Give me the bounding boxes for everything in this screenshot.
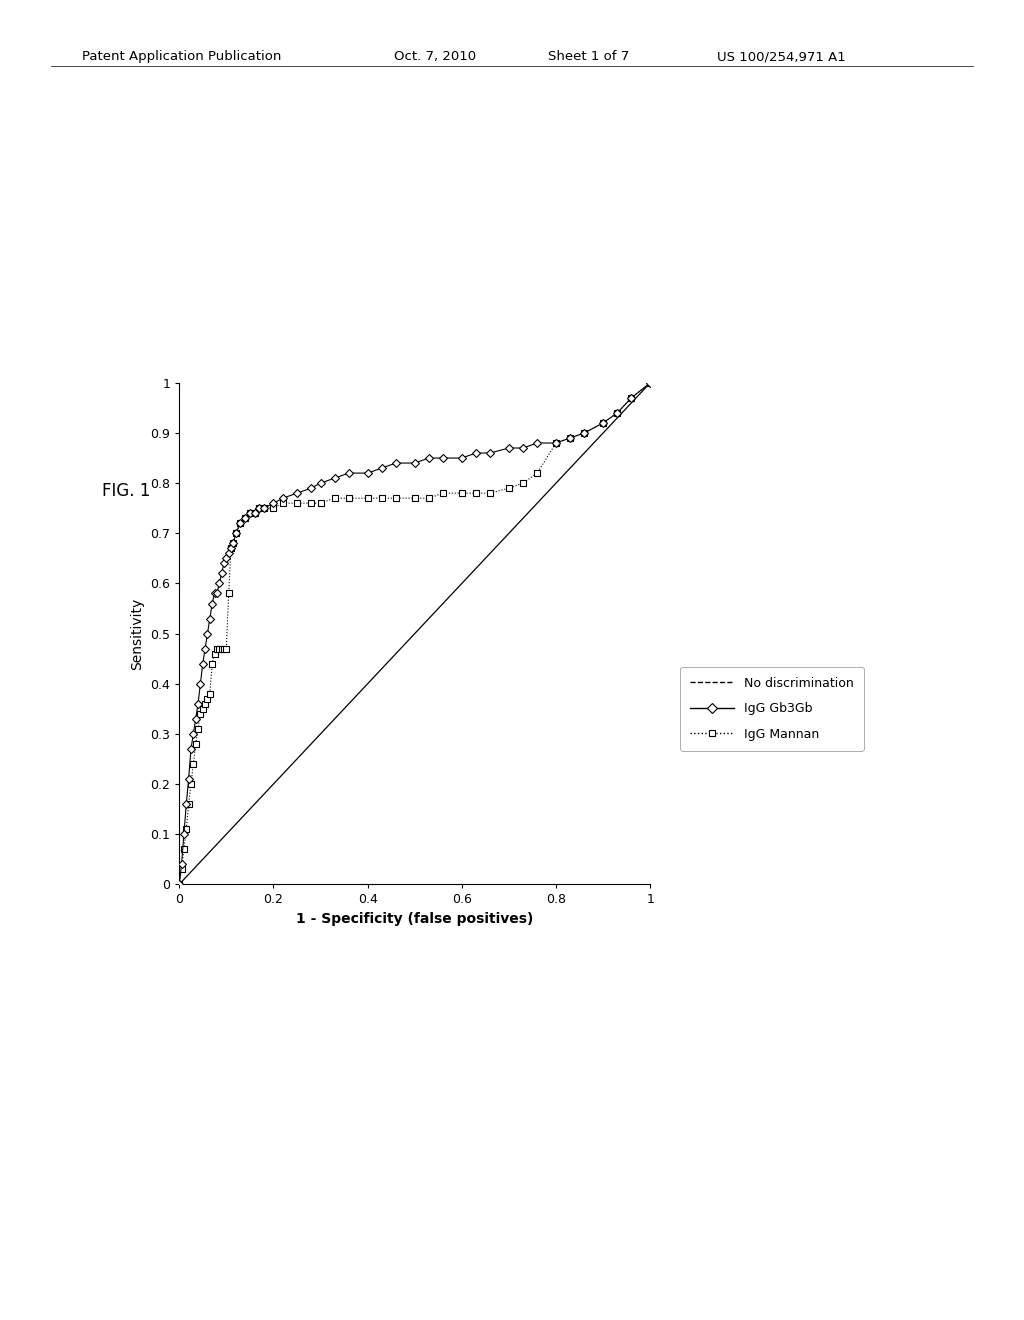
Text: FIG. 1: FIG. 1 <box>102 482 151 500</box>
Legend: No discrimination, IgG Gb3Gb, IgG Mannan: No discrimination, IgG Gb3Gb, IgG Mannan <box>680 667 863 751</box>
Y-axis label: Sensitivity: Sensitivity <box>131 598 144 669</box>
Text: Sheet 1 of 7: Sheet 1 of 7 <box>548 50 629 63</box>
X-axis label: 1 - Specificity (false positives): 1 - Specificity (false positives) <box>296 912 534 927</box>
Text: Oct. 7, 2010: Oct. 7, 2010 <box>394 50 476 63</box>
Text: US 100/254,971 A1: US 100/254,971 A1 <box>717 50 846 63</box>
Text: Patent Application Publication: Patent Application Publication <box>82 50 282 63</box>
